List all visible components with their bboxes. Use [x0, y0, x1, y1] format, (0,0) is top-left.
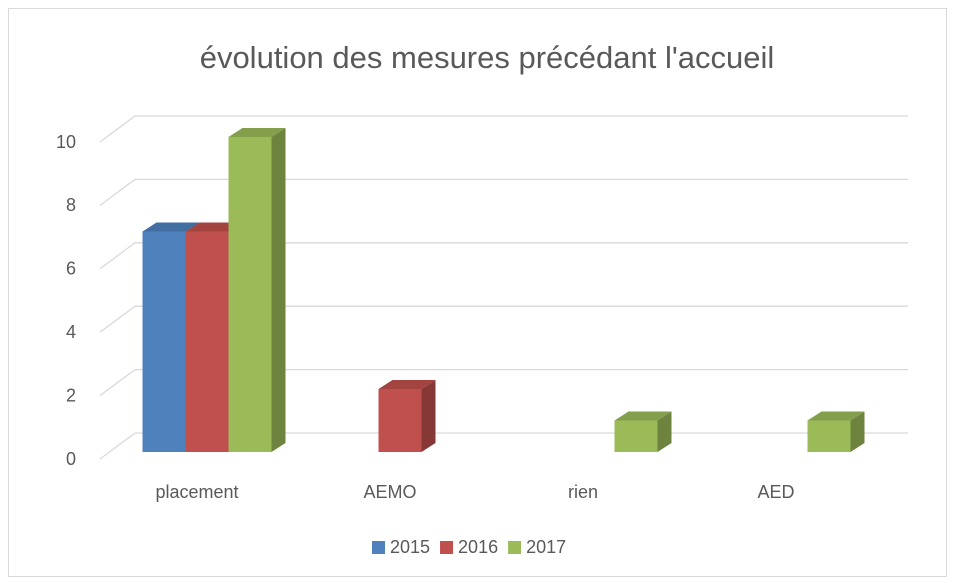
legend-label: 2016: [458, 537, 498, 557]
x-tick-label: rien: [568, 482, 598, 502]
bar-top: [807, 411, 865, 421]
legend-swatch: [440, 541, 454, 554]
y-tick-label: 2: [66, 385, 76, 405]
x-tick-label: placement: [155, 482, 238, 502]
bar-side: [271, 128, 286, 452]
y-tick-label: 4: [66, 322, 76, 342]
bar-top: [142, 222, 200, 232]
bar-top: [185, 222, 243, 232]
bar-front: [228, 137, 272, 452]
x-tick-label: AEMO: [363, 482, 416, 502]
bar-front: [378, 389, 422, 452]
legend-label: 2017: [526, 537, 566, 557]
bar-front: [185, 231, 229, 452]
bar-top: [228, 128, 286, 137]
bar-side: [850, 411, 865, 452]
bar-front: [614, 420, 658, 452]
y-tick-label: 10: [56, 132, 76, 152]
legend-label: 2015: [390, 537, 430, 557]
grid-line: [99, 305, 908, 333]
grid-line: [99, 178, 908, 206]
grid-line: [99, 115, 908, 143]
bar-side: [657, 411, 672, 452]
legend-swatch: [372, 541, 385, 554]
x-tick-label: AED: [757, 482, 794, 502]
bar-top: [614, 411, 672, 421]
legend-swatch: [508, 541, 522, 554]
y-tick-label: 8: [66, 195, 76, 215]
chart-title: évolution des mesures précédant l'accuei…: [200, 40, 775, 75]
bar-front: [142, 231, 186, 452]
bar-side: [421, 380, 436, 452]
bar-top: [378, 380, 436, 389]
y-tick-label: 6: [66, 259, 76, 279]
grid-line: [99, 368, 908, 397]
grid-line: [99, 242, 908, 270]
y-tick-label: 0: [66, 449, 76, 469]
bar-front: [807, 420, 851, 452]
